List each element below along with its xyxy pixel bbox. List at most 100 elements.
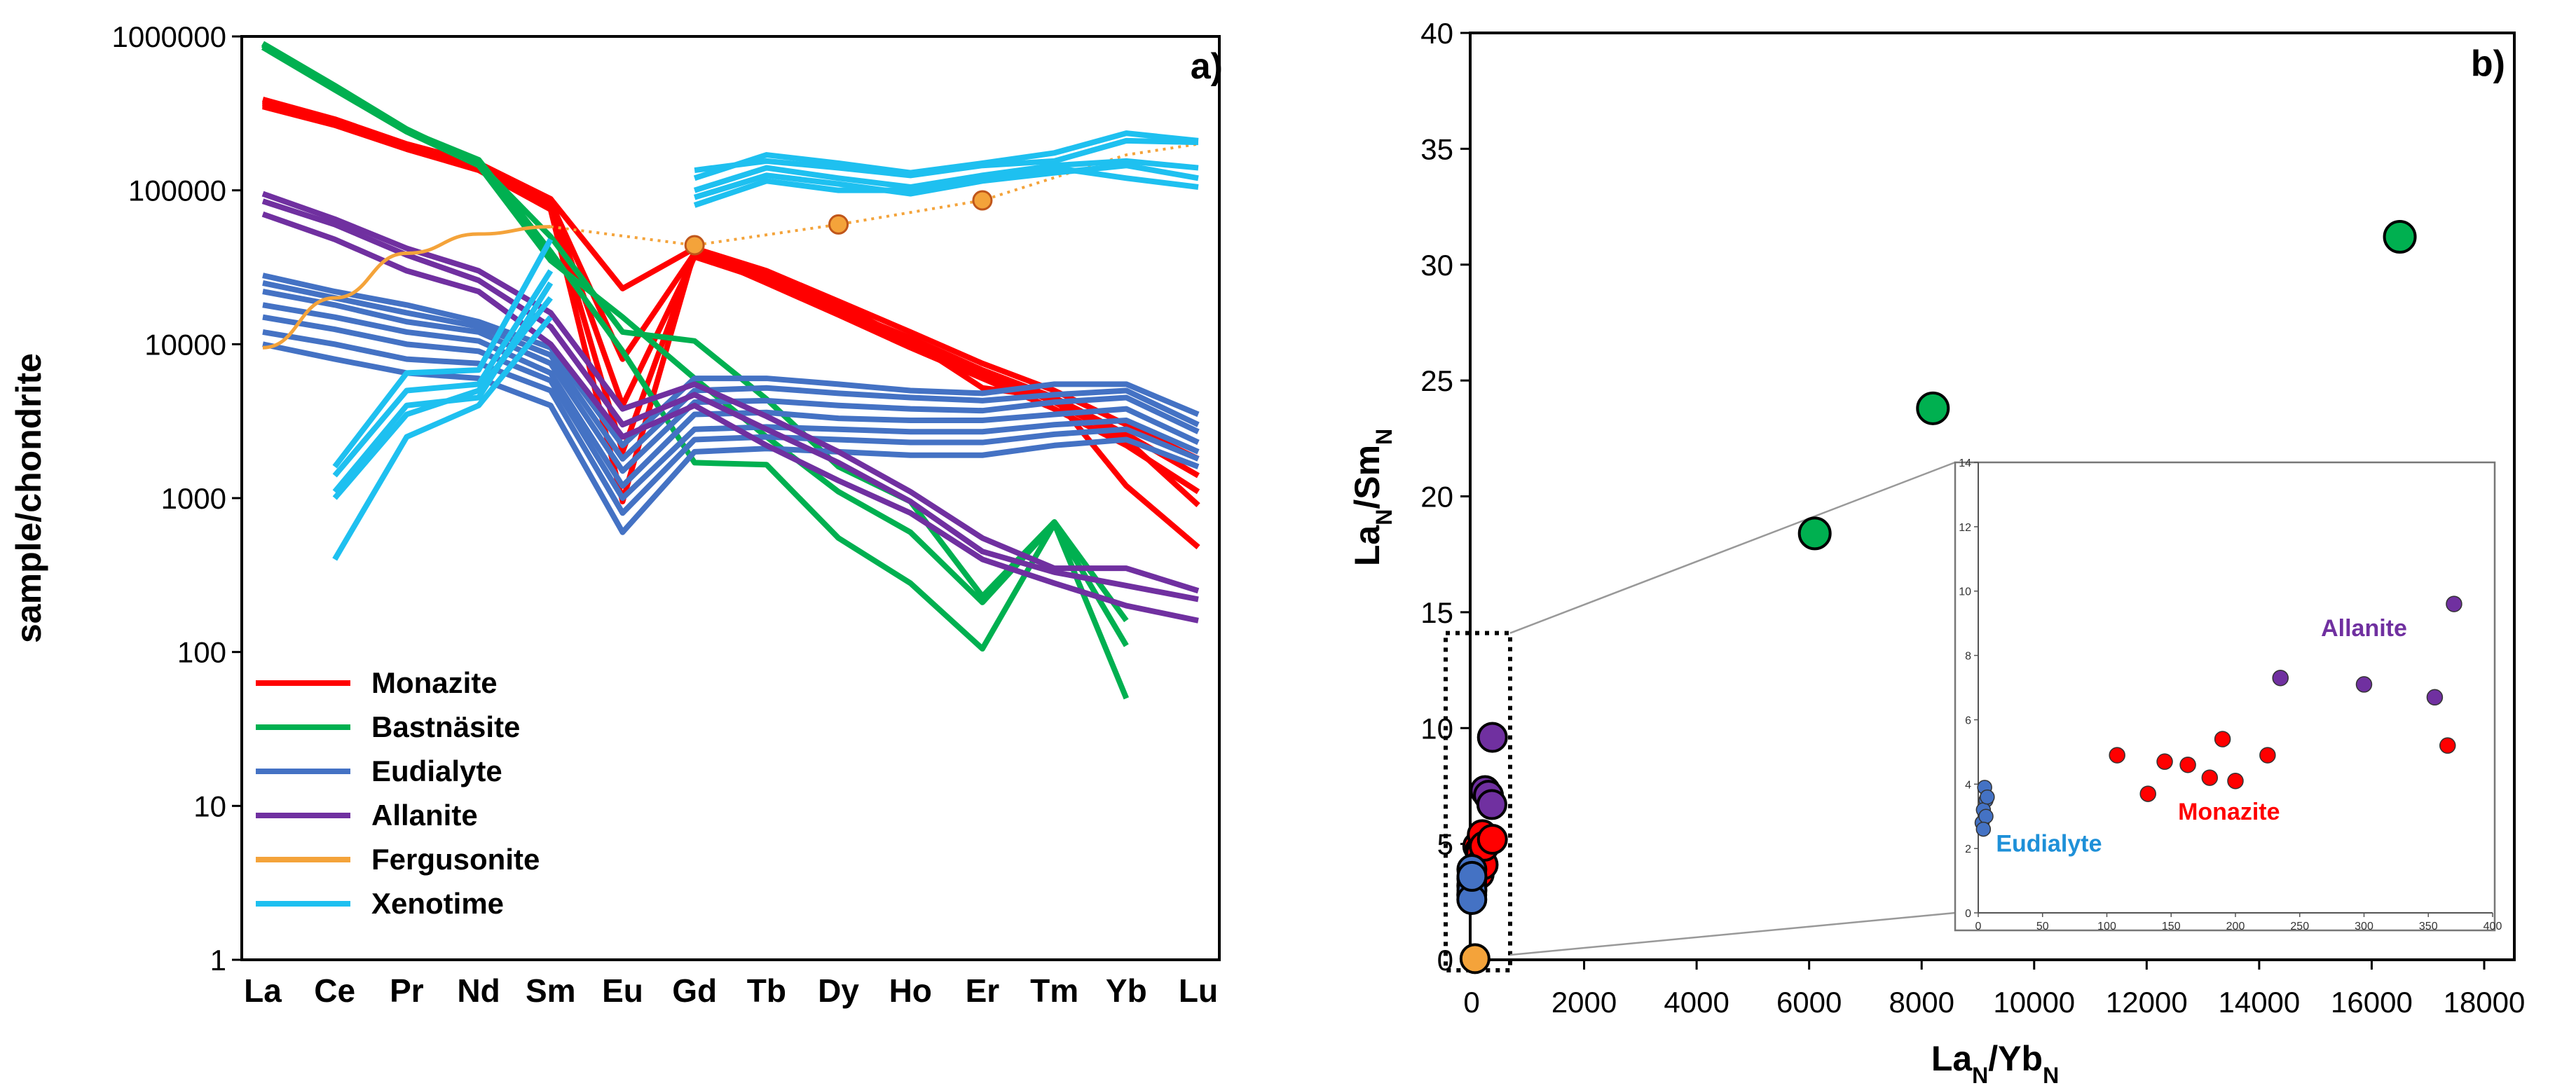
inset-point-monazite bbox=[2156, 753, 2173, 770]
panel-a-xtick-pr: Pr bbox=[390, 972, 424, 1009]
panel-a-ytick-label: 1 bbox=[210, 944, 226, 977]
panel-a-xtick-yb: Yb bbox=[1106, 972, 1147, 1009]
inset-point-monazite bbox=[2109, 747, 2125, 764]
panel-a-xtick-dy: Dy bbox=[818, 972, 859, 1009]
point-bastnasite bbox=[1797, 516, 1832, 551]
panel-b-ytick-label: 30 bbox=[1420, 249, 1453, 282]
inset-point-monazite bbox=[2259, 747, 2276, 764]
panel-b-xtick-label: 14000 bbox=[2218, 986, 2300, 1019]
xenotime-line-4 bbox=[332, 163, 1199, 500]
inset-xtick-label: 0 bbox=[1975, 921, 1982, 932]
panel-a-xtick-gd: Gd bbox=[672, 972, 717, 1009]
zoom-connector-bottom bbox=[1509, 911, 1956, 956]
panel-b-ylabel: LaN/SmN bbox=[1348, 429, 1397, 566]
inset-point-monazite bbox=[2139, 785, 2156, 802]
panel-b-xlabel: LaN/YbN bbox=[1931, 1039, 2059, 1088]
panel-b-xtick-label: 0 bbox=[1463, 986, 1479, 1019]
inset-point-allanite bbox=[2355, 676, 2373, 693]
eudialyte-line-2 bbox=[262, 280, 1200, 462]
inset-xtick-label: 300 bbox=[2355, 921, 2373, 932]
inset-point-monazite bbox=[2439, 737, 2456, 754]
inset-ytick-label: 2 bbox=[1965, 843, 1971, 855]
inset-ytick-label: 10 bbox=[1959, 586, 1971, 598]
panel-b-ytick-label: 25 bbox=[1420, 364, 1453, 397]
panel-b-xtick-label: 8000 bbox=[1889, 986, 1954, 1019]
panel-b-xtick-label: 10000 bbox=[1993, 986, 2075, 1019]
allanite-line-2 bbox=[261, 198, 1199, 602]
inset-ytick-label: 6 bbox=[1965, 715, 1971, 727]
panel-a-ytick-label: 100000 bbox=[128, 174, 226, 207]
inset-xtick-label: 350 bbox=[2419, 921, 2438, 932]
eudialyte-line-6 bbox=[262, 329, 1200, 516]
inset-label-monazite: Monazite bbox=[2178, 799, 2280, 825]
panel-a-xtick-ho: Ho bbox=[889, 972, 932, 1009]
xenotime-line-5 bbox=[332, 165, 1199, 561]
panel-a-xtick-sm: Sm bbox=[526, 972, 576, 1009]
inset-label-eudialyte: Eudialyte bbox=[1996, 831, 2102, 858]
inset-point-allanite bbox=[2426, 689, 2444, 706]
xenotime-line-2 bbox=[332, 130, 1199, 478]
inset-point-allanite bbox=[2446, 595, 2462, 612]
inset-ytick-label: 12 bbox=[1959, 522, 1971, 534]
panel-b-xtick-label: 18000 bbox=[2444, 986, 2526, 1019]
inset-xtick-label: 50 bbox=[2036, 921, 2049, 932]
panel-b-xtick-label: 2000 bbox=[1551, 986, 1617, 1019]
inset-point-allanite bbox=[2272, 669, 2289, 687]
panel-b-xtick-label: 16000 bbox=[2331, 986, 2413, 1019]
point-eudialyte bbox=[1456, 860, 1488, 892]
panel-b-ytick-label: 10 bbox=[1420, 712, 1453, 745]
zoom-connector-top bbox=[1509, 461, 1956, 634]
panel-a-ytick-label: 1000 bbox=[161, 482, 226, 515]
panel-a-ytick-label: 100 bbox=[177, 636, 226, 669]
inset-xtick-label: 200 bbox=[2226, 921, 2245, 932]
inset-ytick-label: 4 bbox=[1965, 779, 1971, 791]
panel-b-ytick-label: 40 bbox=[1420, 17, 1453, 50]
inset-point-monazite bbox=[2201, 769, 2219, 786]
inset-xtick-label: 250 bbox=[2290, 921, 2309, 932]
inset-point-monazite bbox=[2179, 756, 2196, 773]
panel-a-xtick-tb: Tb bbox=[747, 972, 786, 1009]
panel-a-xtick-lu: Lu bbox=[1179, 972, 1218, 1009]
point-monazite bbox=[1477, 824, 1508, 855]
panel-a-xtick-er: Er bbox=[966, 972, 1000, 1009]
inset-xtick-label: 150 bbox=[2162, 921, 2181, 932]
panel-a-label: a) bbox=[1191, 46, 1223, 87]
panel-b-ytick-label: 20 bbox=[1420, 481, 1453, 514]
legend-label-allanite: Allanite bbox=[371, 799, 478, 832]
inset-point-monazite bbox=[2227, 772, 2244, 790]
panel-a-xtick-ce: Ce bbox=[314, 972, 355, 1009]
inset-point-monazite bbox=[2214, 731, 2231, 748]
panel-a-xtick-la: La bbox=[244, 972, 282, 1009]
panel-a-xtick-nd: Nd bbox=[457, 972, 500, 1009]
panel-a-ytick-label: 1000000 bbox=[111, 20, 226, 53]
panel-a-xtick-eu: Eu bbox=[602, 972, 643, 1009]
panel-b-xtick-label: 6000 bbox=[1776, 986, 1842, 1019]
fergusonite-point-gd bbox=[684, 235, 705, 256]
fergusonite-dotted-trend bbox=[550, 142, 1199, 247]
panel-b-ytick-label: 0 bbox=[1437, 944, 1453, 977]
panel-a-ree-pattern-chart: 1 10 100 1000 10000 100000 1000000 La Ce Pr Nd Sm Eu… bbox=[9, 20, 1223, 1009]
panel-a-legend: Monazite Bastnäsite Eudialyte Allanite Fergu… bbox=[256, 666, 540, 920]
inset-ytick-label: 0 bbox=[1965, 908, 1971, 920]
inset-point-eudialyte bbox=[1975, 821, 1992, 837]
point-fergusonite bbox=[1459, 943, 1491, 975]
inset-xtick-label: 400 bbox=[2483, 921, 2502, 932]
point-bastnasite bbox=[2383, 220, 2417, 254]
legend-label-eudialyte: Eudialyte bbox=[371, 755, 502, 787]
panel-b-xtick-label: 4000 bbox=[1664, 986, 1729, 1019]
panel-a-xtick-tm: Tm bbox=[1030, 972, 1078, 1009]
panel-a-ylabel: sample/chondrite bbox=[9, 353, 48, 643]
point-allanite bbox=[1477, 722, 1508, 753]
inset-plot: 0 2 4 6 8 10 12 14 0 50 100 150 200 250 300 350 400 Allan… bbox=[1954, 457, 2502, 932]
inset-ytick-label: 8 bbox=[1965, 651, 1971, 663]
panel-b-ytick-label: 15 bbox=[1420, 596, 1453, 629]
inset-point-eudialyte bbox=[1980, 789, 1995, 805]
inset-point-eudialyte bbox=[1978, 808, 1994, 824]
point-bastnasite bbox=[1916, 391, 1950, 425]
panel-a-ytick-label: 10 bbox=[193, 790, 226, 822]
panel-b-xtick-label: 12000 bbox=[2106, 986, 2188, 1019]
inset-label-allanite: Allanite bbox=[2321, 615, 2407, 642]
panel-b-ytick-label: 35 bbox=[1420, 132, 1453, 165]
